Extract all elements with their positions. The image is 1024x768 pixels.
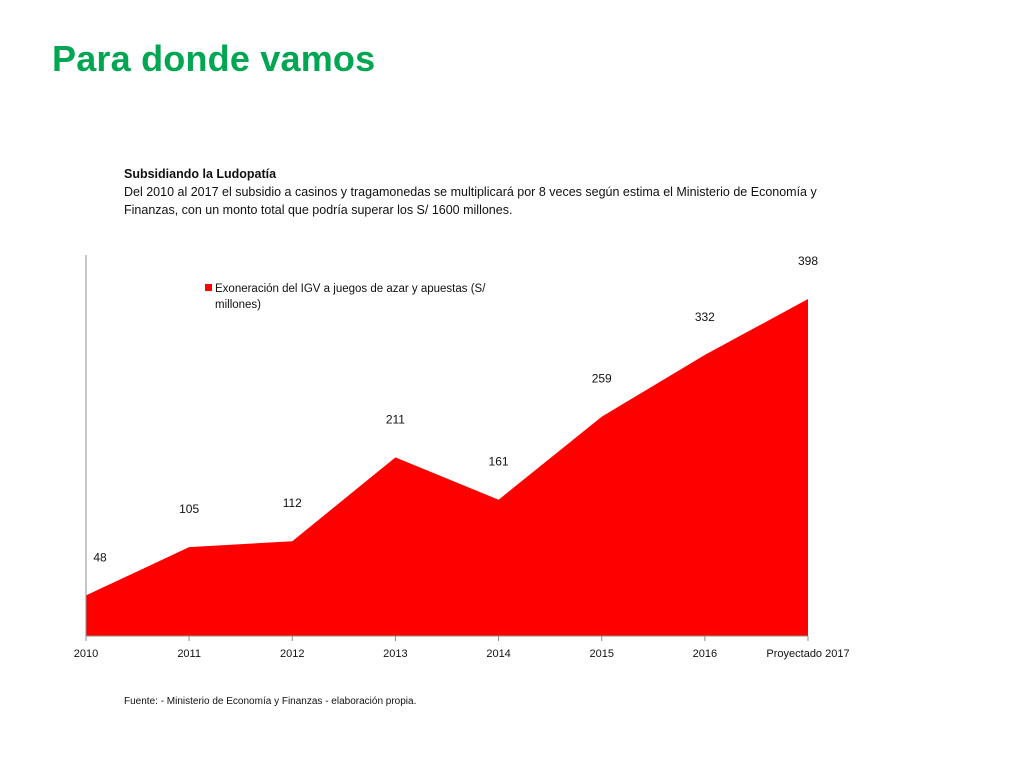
x-tick-label: 2013 [383, 648, 407, 660]
data-label: 161 [489, 455, 509, 469]
data-label: 48 [93, 550, 107, 564]
x-tick-label: 2014 [486, 648, 510, 660]
data-label: 112 [283, 496, 302, 510]
data-label: 211 [386, 412, 405, 426]
data-label: 259 [592, 372, 612, 386]
intro-body: Del 2010 al 2017 el subsidio a casinos y… [124, 185, 817, 217]
legend-swatch [205, 284, 212, 291]
legend-label: Exoneración del IGV a juegos de azar y a… [215, 283, 486, 295]
slide-title: Para donde vamos [52, 38, 376, 79]
x-tick-label: 2011 [177, 648, 201, 660]
intro-heading: Subsidiando la Ludopatía [124, 167, 277, 181]
x-tick-label: 2012 [280, 648, 304, 660]
x-tick-label: 2016 [693, 648, 717, 660]
legend-label-continued: millones) [215, 299, 261, 311]
x-tick-label: 2010 [74, 648, 98, 660]
area-series [86, 299, 808, 636]
x-tick-label: 2015 [589, 648, 613, 660]
source-note: Fuente: - Ministerio de Economía y Finan… [124, 696, 417, 707]
x-tick-label: Proyectado 2017 [766, 648, 849, 660]
data-label: 105 [179, 502, 199, 516]
data-label: 398 [798, 254, 818, 268]
data-label: 332 [695, 310, 715, 324]
intro-text: Subsidiando la Ludopatía Del 2010 al 201… [124, 165, 854, 219]
